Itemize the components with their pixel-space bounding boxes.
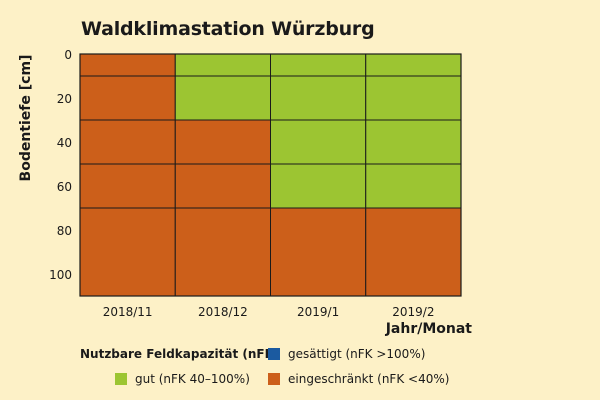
y-tick-label: 20 bbox=[57, 92, 72, 106]
heatmap-cell bbox=[365, 75, 462, 121]
legend-item-gut: gut (nFK 40–100%) bbox=[115, 372, 250, 386]
x-tick-label: 2019/2 bbox=[392, 305, 434, 319]
heatmap-cell bbox=[79, 163, 176, 209]
heatmap-cell bbox=[365, 53, 462, 77]
heatmap-cell bbox=[270, 75, 367, 121]
chart-title: Waldklimastation Würzburg bbox=[81, 18, 375, 40]
heatmap-cell bbox=[270, 163, 367, 209]
y-tick-label: 100 bbox=[49, 268, 72, 282]
heatmap-cell bbox=[365, 163, 462, 209]
legend-item-eingeschraenkt: eingeschränkt (nFK <40%) bbox=[268, 372, 449, 386]
heatmap-cell bbox=[79, 75, 176, 121]
x-tick-label: 2018/11 bbox=[103, 305, 153, 319]
legend-title: Nutzbare Feldkapazität (nFK) bbox=[80, 347, 280, 361]
heatmap-cell bbox=[270, 53, 367, 77]
legend-label-gesaettigt: gesättigt (nFK >100%) bbox=[288, 347, 426, 361]
heatmap-cell bbox=[79, 207, 176, 297]
heatmap-cell bbox=[79, 119, 176, 165]
x-axis-label: Jahr/Monat bbox=[385, 321, 472, 337]
legend-item-gesaettigt: gesättigt (nFK >100%) bbox=[268, 347, 425, 361]
heatmap-cell bbox=[174, 119, 271, 165]
legend-swatch-eingeschraenkt bbox=[268, 373, 280, 385]
heatmap-cell bbox=[79, 53, 176, 77]
y-tick-label: 0 bbox=[64, 48, 72, 62]
heatmap-cell bbox=[174, 163, 271, 209]
heatmap-cell bbox=[270, 207, 367, 297]
y-tick-label: 40 bbox=[57, 136, 72, 150]
heatmap-cell bbox=[365, 207, 462, 297]
heatmap-cell bbox=[174, 75, 271, 121]
legend-label-eingeschraenkt: eingeschränkt (nFK <40%) bbox=[288, 372, 450, 386]
heatmap-cell bbox=[270, 119, 367, 165]
heatmap-cell bbox=[174, 53, 271, 77]
x-tick-label: 2019/1 bbox=[297, 305, 339, 319]
plot-frame bbox=[79, 53, 462, 297]
heatmap-cell bbox=[174, 207, 271, 297]
legend-swatch-gesaettigt bbox=[268, 348, 280, 360]
x-tick-label: 2018/12 bbox=[198, 305, 248, 319]
legend-swatch-gut bbox=[115, 373, 127, 385]
heatmap-cell bbox=[365, 119, 462, 165]
y-tick-label: 60 bbox=[57, 180, 72, 194]
y-tick-label: 80 bbox=[57, 224, 72, 238]
legend-label-gut: gut (nFK 40–100%) bbox=[135, 372, 250, 386]
